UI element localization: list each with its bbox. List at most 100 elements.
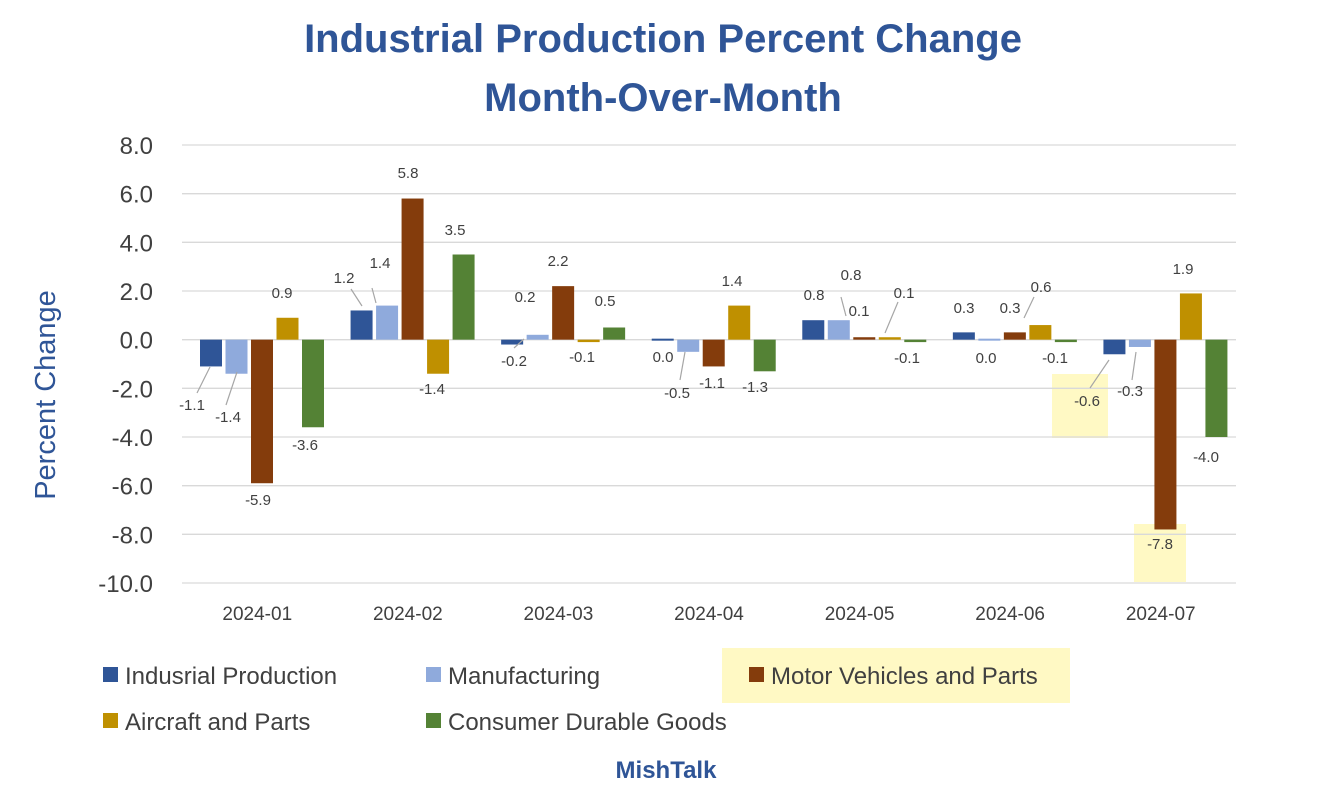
data-label: 0.6 [1031, 279, 1052, 296]
data-label: 0.1 [849, 303, 870, 320]
x-tick-label: 2024-06 [975, 604, 1045, 625]
data-label: 1.4 [370, 255, 391, 272]
data-label: -4.0 [1193, 449, 1219, 466]
bar [427, 339, 450, 374]
legend-label: Manufacturing [448, 663, 600, 690]
bar [376, 305, 399, 340]
data-label: -0.1 [894, 350, 920, 367]
bar [1205, 339, 1228, 437]
data-label: 3.5 [445, 222, 466, 239]
y-axis-label: Percent Change [30, 290, 62, 500]
legend-label: Aircraft and Parts [125, 709, 310, 736]
label-highlight [1134, 524, 1186, 582]
bar [1029, 325, 1052, 340]
data-label: 0.0 [976, 350, 997, 367]
bar [200, 339, 222, 367]
bar [853, 337, 876, 340]
bar [952, 332, 975, 340]
data-label: -0.3 [1117, 383, 1143, 400]
data-label: 5.8 [398, 165, 419, 182]
leader-line [350, 288, 363, 307]
bar [577, 339, 600, 343]
bar [702, 339, 725, 367]
legend-highlight [722, 648, 1070, 703]
data-label: -0.5 [664, 385, 690, 402]
x-tick-label: 2024-07 [1126, 604, 1196, 625]
legend-swatch [426, 667, 441, 682]
bar [677, 339, 700, 352]
bar [802, 320, 825, 340]
leader-line [225, 371, 238, 406]
leader-line [679, 351, 686, 381]
chart-title-line-1: Industrial Production Percent Change [304, 17, 1022, 61]
x-tick-label: 2024-03 [524, 604, 594, 625]
source-label: MishTalk [616, 757, 718, 784]
y-tick-label: 4.0 [120, 230, 153, 257]
data-label: 1.2 [334, 270, 355, 287]
bar [1128, 339, 1151, 347]
legend-label: Indusrial Production [125, 663, 337, 690]
legend: Indusrial Production Manufacturing Motor V… [103, 648, 1070, 736]
data-label: 0.0 [653, 349, 674, 366]
bar [603, 327, 626, 340]
data-label: 0.3 [954, 300, 975, 317]
leader-line [1023, 296, 1035, 319]
bar [251, 339, 273, 484]
data-label: 0.5 [595, 293, 616, 310]
x-tick-label: 2024-02 [373, 604, 443, 625]
data-label: -5.9 [245, 492, 271, 509]
legend-label: Consumer Durable Goods [448, 709, 727, 736]
bar [276, 317, 299, 340]
bar [1154, 339, 1177, 530]
y-tick-label: 8.0 [120, 133, 153, 160]
bar [1103, 339, 1126, 355]
x-tick-label: 2024-01 [222, 604, 292, 625]
leader-line [196, 366, 211, 394]
data-label: -0.6 [1074, 393, 1100, 410]
data-label: 0.9 [272, 285, 293, 302]
legend-label: Motor Vehicles and Parts [771, 663, 1038, 690]
bar [452, 254, 475, 340]
x-tick-label: 2024-05 [825, 604, 895, 625]
leader-line [513, 338, 525, 349]
y-tick-label: -2.0 [112, 376, 153, 403]
leader-line [371, 287, 377, 304]
leader-line [1131, 351, 1137, 381]
y-tick-label: -10.0 [98, 571, 153, 598]
y-tick-label: 0.0 [120, 328, 153, 355]
bar [827, 320, 850, 340]
leader-line [1089, 359, 1110, 389]
y-tick-label: -4.0 [112, 425, 153, 452]
bar [978, 338, 1001, 341]
x-axis-ticks: 2024-01 2024-02 2024-03 2024-04 2024-05 2024-… [222, 604, 1195, 625]
data-label: 0.8 [841, 267, 862, 284]
data-label: 0.1 [894, 285, 915, 302]
y-tick-label: -6.0 [112, 474, 153, 501]
bar [501, 339, 524, 345]
data-label: -1.3 [742, 379, 768, 396]
bar [753, 339, 776, 372]
data-label: -0.1 [569, 349, 595, 366]
bar [878, 337, 901, 340]
bar [225, 339, 248, 374]
data-label: 0.8 [804, 287, 825, 304]
x-tick-label: 2024-04 [674, 604, 744, 625]
bar [651, 338, 674, 341]
bar [302, 339, 324, 428]
data-label: 2.2 [548, 253, 569, 270]
bar [728, 305, 751, 340]
bars [200, 198, 1228, 530]
data-label: -1.4 [419, 381, 445, 398]
bar [552, 286, 575, 340]
data-label: 1.4 [722, 273, 743, 290]
bar [350, 310, 373, 340]
y-axis-ticks: 8.0 6.0 4.0 2.0 0.0 -2.0 -4.0 -6.0 -8.0 -10.0 [98, 133, 153, 598]
data-label: -3.6 [292, 437, 318, 454]
data-label: -1.1 [699, 375, 725, 392]
legend-swatch [749, 667, 764, 682]
legend-swatch [103, 713, 118, 728]
bar [1054, 339, 1077, 343]
legend-swatch [426, 713, 441, 728]
leader-line [840, 296, 847, 317]
